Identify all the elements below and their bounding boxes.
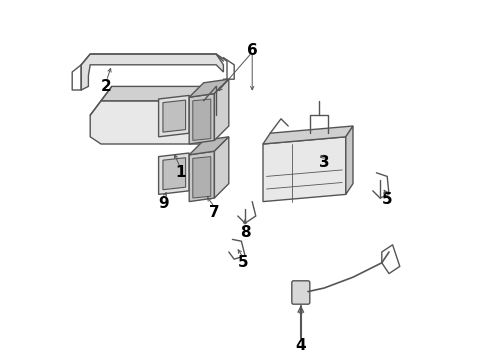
Polygon shape bbox=[101, 86, 216, 101]
Text: 5: 5 bbox=[238, 255, 248, 270]
Text: 2: 2 bbox=[101, 79, 112, 94]
Polygon shape bbox=[163, 100, 186, 132]
Polygon shape bbox=[215, 137, 229, 198]
Polygon shape bbox=[346, 126, 353, 194]
Text: 1: 1 bbox=[175, 165, 185, 180]
Polygon shape bbox=[189, 137, 229, 155]
Text: 8: 8 bbox=[240, 225, 250, 240]
Polygon shape bbox=[189, 79, 229, 97]
Text: 9: 9 bbox=[159, 196, 170, 211]
Polygon shape bbox=[81, 54, 223, 90]
Text: 7: 7 bbox=[209, 205, 220, 220]
Polygon shape bbox=[159, 95, 189, 137]
Polygon shape bbox=[193, 157, 211, 198]
Polygon shape bbox=[90, 101, 216, 144]
Polygon shape bbox=[159, 153, 189, 194]
Polygon shape bbox=[263, 126, 353, 144]
Polygon shape bbox=[189, 151, 215, 202]
Text: 3: 3 bbox=[319, 154, 329, 170]
Polygon shape bbox=[263, 137, 346, 202]
Text: 6: 6 bbox=[247, 43, 258, 58]
FancyBboxPatch shape bbox=[292, 281, 310, 304]
Polygon shape bbox=[215, 79, 229, 140]
Text: 4: 4 bbox=[295, 338, 306, 353]
Text: 5: 5 bbox=[382, 192, 392, 207]
Polygon shape bbox=[189, 94, 215, 144]
Polygon shape bbox=[163, 158, 186, 190]
Polygon shape bbox=[193, 99, 211, 140]
